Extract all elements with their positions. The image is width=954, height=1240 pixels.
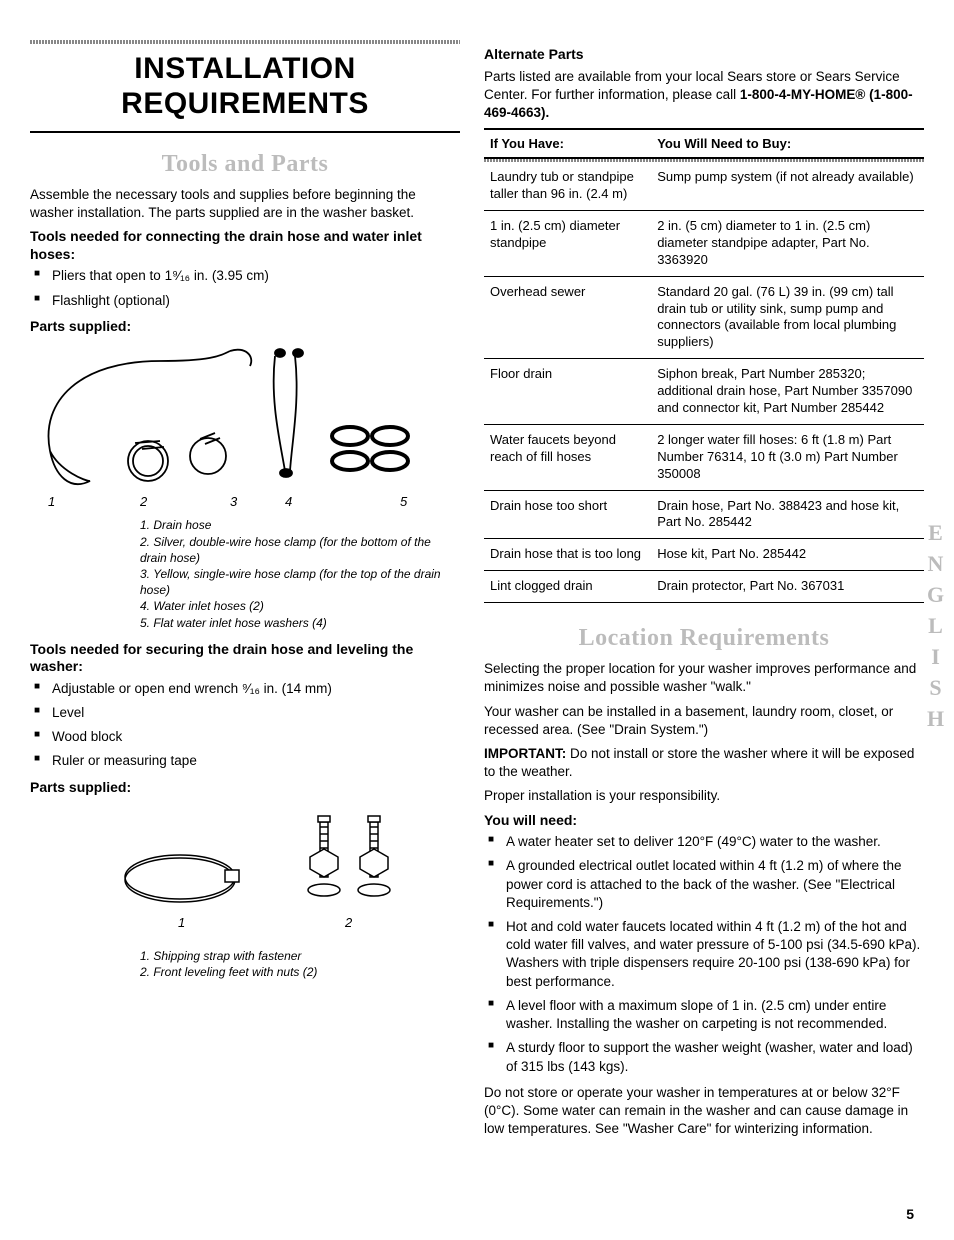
fig2-captions: 1. Shipping strap with fastener 2. Front… [30, 948, 460, 980]
fig1-num: 4 [285, 494, 292, 509]
tools2-list: Adjustable or open end wrench ⁹⁄₁₆ in. (… [30, 680, 460, 771]
tools2-item: Ruler or measuring tape [30, 752, 460, 770]
table-row: Floor drainSiphon break, Part Number 285… [484, 359, 924, 425]
fig1-num: 5 [400, 494, 408, 509]
table-cell-have: Floor drain [484, 359, 651, 425]
fig1-caption: 2. Silver, double-wire hose clamp (for t… [140, 534, 460, 566]
parts-supplied-head2: Parts supplied: [30, 779, 460, 797]
need-item: A water heater set to deliver 120°F (49°… [484, 833, 924, 851]
main-title-line2: REQUIREMENTS [121, 87, 369, 120]
fig-parts-supplied-2: 1 2 [30, 802, 460, 942]
loc-p1: Selecting the proper location for your w… [484, 660, 924, 696]
table-cell-buy: Sump pump system (if not already availab… [651, 162, 924, 210]
table-cell-buy: 2 in. (5 cm) diameter to 1 in. (2.5 cm) … [651, 210, 924, 276]
table-cell-have: 1 in. (2.5 cm) diameter standpipe [484, 210, 651, 276]
table-row: Overhead sewerStandard 20 gal. (76 L) 39… [484, 276, 924, 359]
language-tab: ENGLISH [922, 520, 948, 737]
left-column: INSTALLATION REQUIREMENTS Tools and Part… [30, 40, 460, 1144]
right-column: Alternate Parts Parts listed are availab… [484, 40, 924, 1144]
table-row: Lint clogged drainDrain protector, Part … [484, 571, 924, 603]
table-cell-have: Drain hose too short [484, 490, 651, 539]
need-item: A grounded electrical outlet located wit… [484, 857, 924, 912]
alternate-parts-head: Alternate Parts [484, 46, 924, 64]
table-row: 1 in. (2.5 cm) diameter standpipe2 in. (… [484, 210, 924, 276]
table-row: Water faucets beyond reach of fill hoses… [484, 424, 924, 490]
section-tools-parts-head: Tools and Parts [30, 151, 460, 178]
fig2-num: 2 [344, 915, 353, 930]
table-row: Drain hose too shortDrain hose, Part No.… [484, 490, 924, 539]
parts-supplied-head: Parts supplied: [30, 318, 460, 336]
loc-important: IMPORTANT: Do not install or store the w… [484, 745, 924, 781]
fig-parts-supplied-1: 1 2 3 4 5 [30, 341, 460, 511]
parts-table-body: Laundry tub or standpipe taller than 96 … [484, 162, 924, 602]
loc-p3: Proper installation is your responsibili… [484, 787, 924, 805]
need-item: A sturdy floor to support the washer wei… [484, 1039, 924, 1075]
fig1-caption: 5. Flat water inlet hose washers (4) [140, 615, 460, 631]
table-cell-have: Lint clogged drain [484, 571, 651, 603]
you-will-need-head: You will need: [484, 812, 924, 830]
table-cell-have: Laundry tub or standpipe taller than 96 … [484, 162, 651, 210]
tools1-list: Pliers that open to 1⁹⁄₁₆ in. (3.95 cm) … [30, 267, 460, 309]
fig1-captions: 1. Drain hose 2. Silver, double-wire hos… [30, 517, 460, 630]
main-title-line1: INSTALLATION [134, 52, 356, 85]
need-list: A water heater set to deliver 120°F (49°… [484, 833, 924, 1076]
page-number: 5 [906, 1206, 914, 1222]
main-title: INSTALLATION REQUIREMENTS [30, 52, 460, 121]
tools1-head: Tools needed for connecting the drain ho… [30, 228, 460, 263]
fig1-caption: 1. Drain hose [140, 517, 460, 533]
page-body: INSTALLATION REQUIREMENTS Tools and Part… [30, 40, 924, 1144]
tools2-item: Wood block [30, 728, 460, 746]
loc-p4: Do not store or operate your washer in t… [484, 1084, 924, 1139]
fig1-num: 2 [139, 494, 148, 509]
fig1-num: 3 [230, 494, 238, 509]
fig1-num: 1 [48, 494, 55, 509]
table-cell-have: Overhead sewer [484, 276, 651, 359]
tools1-item: Pliers that open to 1⁹⁄₁₆ in. (3.95 cm) [30, 267, 460, 285]
need-item: A level floor with a maximum slope of 1 … [484, 997, 924, 1033]
tools2-head: Tools needed for securing the drain hose… [30, 641, 460, 676]
fig2-caption: 1. Shipping strap with fastener [140, 948, 460, 964]
fig2-num: 1 [178, 915, 185, 930]
important-label: IMPORTANT: [484, 746, 566, 761]
alternate-parts-intro: Parts listed are available from your loc… [484, 68, 924, 123]
table-cell-buy: Drain hose, Part No. 388423 and hose kit… [651, 490, 924, 539]
alternate-parts-table: If You Have: You Will Need to Buy: Laund… [484, 128, 924, 603]
table-row: Drain hose that is too longHose kit, Par… [484, 539, 924, 571]
table-cell-buy: Siphon break, Part Number 285320; additi… [651, 359, 924, 425]
table-cell-buy: Standard 20 gal. (76 L) 39 in. (99 cm) t… [651, 276, 924, 359]
need-item: Hot and cold water faucets located withi… [484, 918, 924, 991]
fig1-caption: 3. Yellow, single-wire hose clamp (for t… [140, 566, 460, 598]
table-cell-buy: 2 longer water fill hoses: 6 ft (1.8 m) … [651, 424, 924, 490]
tools2-item: Level [30, 704, 460, 722]
rule-under-title [30, 131, 460, 133]
table-header-buy: You Will Need to Buy: [651, 130, 924, 158]
table-cell-have: Water faucets beyond reach of fill hoses [484, 424, 651, 490]
loc-p2: Your washer can be installed in a baseme… [484, 703, 924, 739]
decor-rule-top [30, 40, 460, 44]
table-cell-buy: Hose kit, Part No. 285442 [651, 539, 924, 571]
fig1-caption: 4. Water inlet hoses (2) [140, 598, 460, 614]
table-cell-buy: Drain protector, Part No. 367031 [651, 571, 924, 603]
table-row: Laundry tub or standpipe taller than 96 … [484, 162, 924, 210]
table-cell-have: Drain hose that is too long [484, 539, 651, 571]
fig2-caption: 2. Front leveling feet with nuts (2) [140, 964, 460, 980]
tools2-item: Adjustable or open end wrench ⁹⁄₁₆ in. (… [30, 680, 460, 698]
tools1-item: Flashlight (optional) [30, 292, 460, 310]
section-location-head: Location Requirements [484, 625, 924, 652]
table-header-have: If You Have: [484, 130, 651, 158]
tools-parts-intro: Assemble the necessary tools and supplie… [30, 186, 460, 222]
